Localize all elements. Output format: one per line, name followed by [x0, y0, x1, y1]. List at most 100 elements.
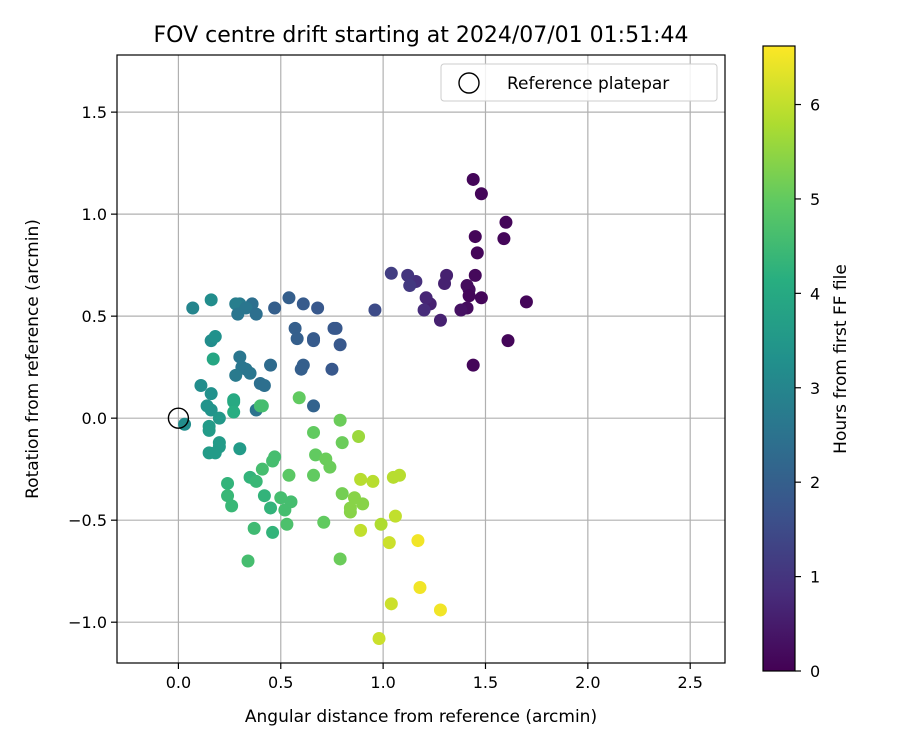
data-point	[388, 509, 402, 523]
data-point	[204, 403, 218, 417]
data-point	[307, 399, 321, 413]
data-point	[419, 291, 433, 305]
data-point	[352, 430, 366, 444]
data-point	[356, 497, 370, 511]
y-tick-label: −0.5	[68, 511, 107, 530]
data-point	[292, 391, 306, 405]
data-point	[519, 295, 533, 309]
data-point	[266, 525, 280, 539]
data-point	[257, 379, 271, 393]
data-point	[249, 307, 263, 321]
data-point	[384, 266, 398, 280]
data-point	[501, 334, 515, 348]
data-point	[208, 330, 222, 344]
data-point	[438, 277, 452, 291]
y-tick-label: 1.5	[82, 103, 107, 122]
legend-open-circle-icon	[458, 72, 480, 94]
data-point	[290, 332, 304, 346]
data-point	[307, 334, 321, 348]
data-point	[311, 301, 325, 315]
colorbar-tick-label: 4	[810, 284, 820, 303]
data-point	[307, 468, 321, 482]
data-point	[466, 358, 480, 372]
y-axis-label: Rotation from reference (arcmin)	[23, 219, 43, 499]
x-tick-label: 1.0	[370, 673, 395, 692]
legend-box	[440, 63, 718, 102]
data-point	[401, 268, 415, 282]
data-point	[268, 301, 282, 315]
reference-point-marker	[167, 407, 190, 429]
colorbar: 0 1 2 3 4 5 6 Hours from first FF file	[762, 45, 851, 681]
data-point	[288, 321, 302, 335]
data-point	[194, 379, 208, 393]
data-points	[178, 172, 533, 646]
data-point	[499, 215, 513, 229]
data-point	[335, 487, 349, 501]
y-tick-label: 0.0	[82, 409, 107, 428]
data-point	[241, 554, 255, 568]
data-point	[333, 413, 347, 427]
x-tick-label: 2.5	[677, 673, 702, 692]
data-point	[257, 489, 271, 503]
data-point	[280, 517, 294, 531]
x-axis-label: Angular distance from reference (arcmin)	[245, 707, 597, 727]
data-point	[268, 450, 282, 464]
data-point	[354, 472, 368, 486]
data-point	[206, 352, 220, 366]
data-point	[343, 505, 357, 519]
y-tick-label: −1.0	[68, 613, 107, 632]
data-point	[368, 303, 382, 317]
data-point	[229, 368, 243, 382]
data-point	[221, 476, 235, 490]
x-tick-label: 0.0	[166, 673, 191, 692]
data-point	[333, 552, 347, 566]
data-point	[233, 442, 247, 456]
data-point	[282, 291, 296, 305]
grid-lines	[117, 55, 725, 663]
data-point	[454, 303, 468, 317]
data-point	[225, 499, 239, 513]
data-point	[208, 446, 222, 460]
data-point	[231, 307, 245, 321]
plot-frame	[116, 54, 726, 664]
colorbar-tick-label: 0	[810, 662, 820, 681]
data-point	[221, 489, 235, 503]
data-point	[433, 603, 447, 617]
colorbar-gradient	[763, 46, 795, 671]
data-point	[309, 448, 323, 462]
chart-title: FOV centre drift starting at 2024/07/01 …	[154, 23, 689, 48]
data-point	[372, 632, 386, 646]
data-point	[227, 395, 241, 409]
data-point	[264, 501, 278, 515]
colorbar-tick-label: 5	[810, 190, 820, 209]
data-point	[333, 338, 347, 352]
x-tick-label: 2.0	[575, 673, 600, 692]
legend-entry-label: Reference platepar	[507, 74, 669, 94]
colorbar-label: Hours from first FF file	[831, 264, 851, 454]
data-point	[204, 293, 218, 307]
data-point	[468, 268, 482, 282]
data-point	[354, 523, 368, 537]
data-point	[204, 387, 218, 401]
y-tick-label: 0.5	[82, 307, 107, 326]
data-point	[317, 515, 331, 529]
data-point	[323, 460, 337, 474]
y-axis-ticks: −1.0 −0.5 0.0 0.5 1.0 1.5	[68, 103, 117, 632]
data-point	[474, 291, 488, 305]
colorbar-tick-label: 2	[810, 473, 820, 492]
x-axis-ticks: 0.0 0.5 1.0 1.5 2.0 2.5	[166, 663, 703, 692]
data-point	[307, 425, 321, 439]
data-point	[433, 313, 447, 327]
data-point	[255, 399, 269, 413]
data-point	[466, 172, 480, 186]
data-point	[497, 232, 511, 246]
data-point	[202, 423, 216, 437]
x-tick-label: 1.5	[473, 673, 498, 692]
data-point	[411, 534, 425, 548]
data-point	[474, 187, 488, 201]
data-point	[284, 495, 298, 509]
colorbar-frame	[762, 45, 796, 672]
colorbar-tick-label: 3	[810, 379, 820, 398]
data-point	[374, 517, 388, 531]
data-point	[282, 468, 296, 482]
